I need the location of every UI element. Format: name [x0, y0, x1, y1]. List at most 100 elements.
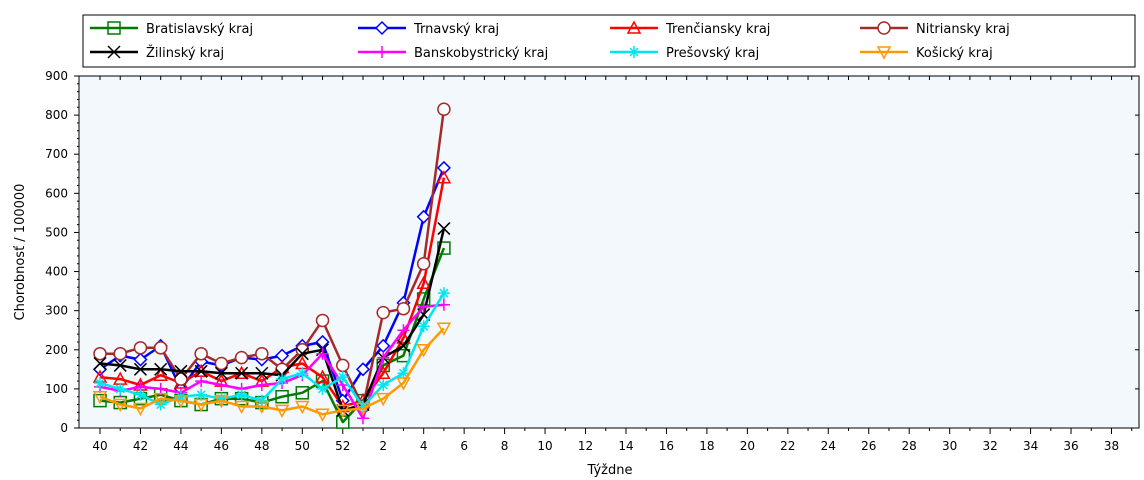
data-point: [396, 330, 411, 344]
data-point: [437, 222, 451, 236]
data-point: [436, 160, 451, 175]
x-tick-label: 14: [618, 439, 633, 453]
x-tick-label: 44: [173, 439, 188, 453]
y-tick-label: 200: [45, 343, 68, 357]
legend-label: Trnavský kraj: [413, 22, 499, 37]
data-point: [235, 388, 248, 401]
data-point: [877, 21, 891, 35]
data-point: [355, 402, 371, 417]
data-point: [315, 313, 330, 328]
data-point: [274, 404, 290, 418]
data-point: [316, 382, 329, 395]
series-ko-ick-kraj: [92, 322, 452, 422]
plot-area: [78, 75, 1140, 429]
data-point: [113, 346, 127, 361]
x-tick-label: 22: [780, 439, 795, 453]
data-point: [214, 356, 229, 371]
legend-label: Prešovský kraj: [666, 46, 759, 61]
data-point: [255, 378, 268, 391]
x-tick-label: 10: [537, 439, 552, 453]
data-point: [92, 390, 108, 405]
data-point: [153, 392, 168, 407]
data-point: [173, 394, 189, 409]
data-point: [107, 21, 121, 35]
y-tick-label: 800: [45, 108, 68, 122]
series-line: [99, 292, 445, 408]
x-tick-label: 30: [942, 439, 957, 453]
x-tick-label: 6: [460, 439, 468, 453]
data-point: [153, 367, 168, 381]
x-tick-label: 24: [821, 439, 836, 453]
data-point: [174, 390, 187, 403]
x-tick-label: 26: [861, 439, 876, 453]
legend-label: Košický kraj: [916, 46, 993, 61]
legend: Bratislavský kraj Trnavský kraj Trenčiansk…: [90, 20, 1010, 61]
data-point: [93, 346, 107, 361]
data-point: [235, 366, 249, 380]
data-point: [416, 344, 431, 358]
legend-box: [82, 14, 1136, 68]
data-point: [336, 371, 349, 384]
x-tick-label: 20: [740, 439, 755, 453]
data-point: [376, 46, 388, 58]
x-tick-label: 36: [1063, 439, 1078, 453]
data-point: [234, 350, 249, 365]
y-tick-label: 500: [45, 225, 68, 239]
data-point: [876, 46, 892, 60]
x-tick-label: 18: [699, 439, 714, 453]
data-point: [437, 298, 450, 311]
data-point: [255, 366, 269, 380]
data-point: [133, 402, 148, 417]
legend-item: Trnavský kraj: [358, 20, 499, 37]
data-point: [153, 341, 168, 355]
x-tick-label: 8: [501, 439, 509, 453]
data-point: [214, 366, 228, 380]
data-point: [416, 209, 431, 224]
x-tick-label: 40: [92, 439, 107, 453]
y-tick-label: 400: [45, 265, 68, 279]
x-axis-title: Týždne: [587, 463, 633, 478]
series-banskobystrick-kraj: [94, 298, 450, 425]
x-tick-label: 50: [295, 439, 310, 453]
data-point: [93, 356, 107, 370]
data-point: [416, 256, 431, 271]
data-point: [194, 364, 208, 378]
data-point: [215, 392, 228, 405]
data-point: [628, 46, 640, 58]
data-point: [133, 341, 148, 355]
series-layer: [92, 102, 452, 429]
data-point: [316, 347, 329, 360]
data-point: [112, 398, 128, 413]
legend-item: Prešovský kraj: [610, 46, 759, 61]
legend-item: Banskobystrický kraj: [358, 46, 548, 61]
legend-label: Žilinský kraj: [146, 45, 224, 61]
data-point: [336, 358, 350, 373]
data-point: [436, 322, 452, 336]
data-point: [377, 351, 390, 364]
data-point: [396, 301, 411, 316]
data-point: [255, 394, 268, 407]
data-point: [113, 358, 127, 372]
data-point: [417, 300, 430, 313]
data-point: [114, 382, 127, 395]
y-tick-label: 600: [45, 186, 68, 200]
data-point: [154, 382, 167, 395]
legend-item: Nitriansky kraj: [860, 21, 1010, 37]
data-point: [295, 386, 310, 400]
data-point: [396, 339, 410, 353]
y-tick-label: 900: [45, 69, 68, 83]
data-point: [437, 287, 450, 300]
data-point: [396, 377, 411, 391]
data-point: [215, 378, 228, 391]
data-point: [315, 408, 330, 422]
data-point: [93, 393, 107, 408]
data-point: [396, 348, 411, 363]
data-point: [376, 305, 390, 320]
legend-label: Bratislavský kraj: [146, 22, 253, 37]
data-point: [295, 400, 310, 415]
series-pre-ovsk-kraj: [94, 287, 450, 413]
series-line: [99, 247, 446, 424]
data-point: [335, 404, 351, 418]
legend-item: Bratislavský kraj: [90, 21, 253, 37]
data-point: [133, 362, 147, 376]
